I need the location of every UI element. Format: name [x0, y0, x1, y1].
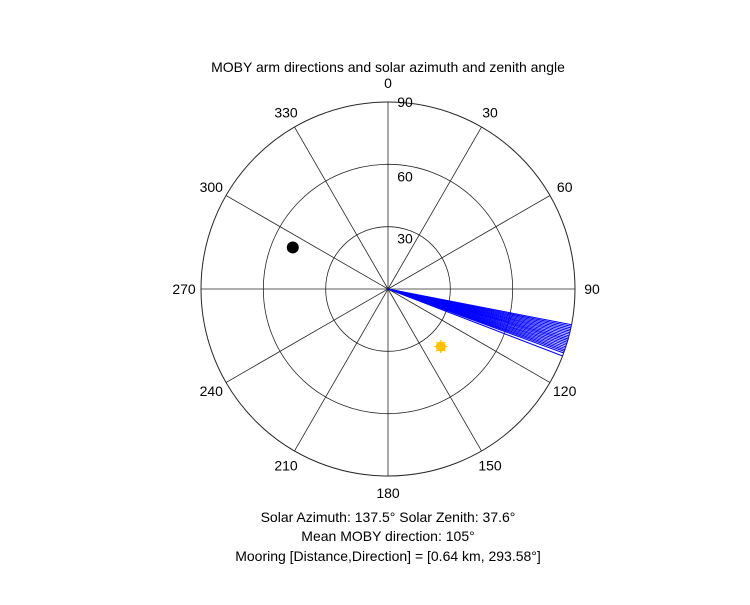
sun-ray [435, 346, 442, 352]
sun-ray [435, 341, 442, 348]
sun-ray [440, 346, 446, 352]
angle-tick-label: 210 [274, 458, 298, 474]
mooring-marker [286, 241, 299, 254]
angle-tick-label: 60 [557, 179, 573, 195]
angle-tick-label: 240 [200, 383, 224, 399]
angle-tick-label: 120 [553, 383, 577, 399]
grid-circle-30 [325, 226, 451, 352]
grid-circle-60 [262, 163, 514, 415]
angle-tick-label: 0 [384, 75, 392, 91]
spoke-300 [225, 195, 389, 290]
spoke-330 [294, 126, 389, 290]
moby-arm-line [387, 288, 563, 357]
spoke-60 [387, 195, 551, 290]
angle-tick-label: 90 [584, 281, 600, 297]
angle-tick-label: 30 [482, 104, 498, 120]
angle-tick-label: 270 [172, 281, 196, 297]
angle-tick-label: 330 [274, 104, 298, 120]
radial-tick-label: 60 [397, 168, 413, 184]
radial-tick-label: 30 [397, 231, 413, 247]
angle-tick-label: 150 [478, 458, 502, 474]
spoke-210 [294, 288, 389, 452]
angle-tick-label: 180 [376, 485, 400, 501]
radial-tick-label: 90 [397, 94, 413, 110]
annotation-mooring: Mooring [Distance,Direction] = [0.64 km,… [235, 548, 541, 564]
annotation-solar: Solar Azimuth: 137.5° Solar Zenith: 37.6… [261, 509, 516, 525]
tick-labels: 0 30 60 90 120 150 180 210 240 270 300 330 30 60 90 [172, 75, 600, 501]
series-layer [286, 241, 572, 357]
spoke-30 [387, 126, 482, 290]
polar-grid [200, 101, 576, 477]
sun-ray [440, 341, 446, 348]
annotation-moby-direction: Mean MOBY direction: 105° [301, 528, 474, 544]
grid-circle-90 [200, 101, 576, 477]
angle-tick-label: 300 [200, 179, 224, 195]
moby-arm-line [387, 288, 564, 354]
spoke-240 [225, 288, 389, 383]
chart-title: MOBY arm directions and solar azimuth an… [211, 59, 565, 75]
spoke-150 [387, 288, 482, 452]
spoke-120 [387, 288, 551, 383]
sun-marker [434, 340, 448, 354]
